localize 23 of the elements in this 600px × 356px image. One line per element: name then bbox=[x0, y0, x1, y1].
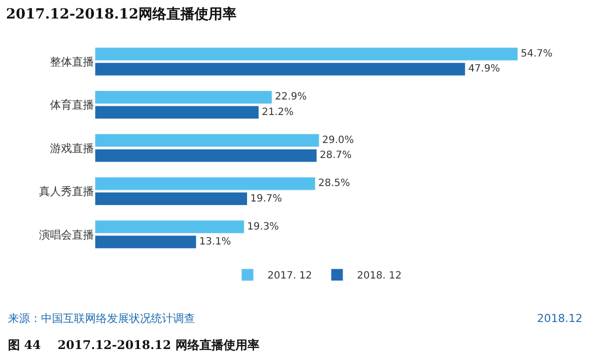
text: 2018.12 bbox=[537, 312, 582, 325]
data-label: 22.9% bbox=[274, 92, 307, 103]
data-label: 47.9% bbox=[468, 64, 500, 75]
y-tick-label: 游戏直播 bbox=[50, 142, 94, 155]
y-tick-label: 整体直播 bbox=[50, 55, 94, 68]
y-tick-label: 演唱会直播 bbox=[39, 228, 94, 242]
data-label: 54.7% bbox=[520, 48, 553, 60]
data-label: 28.5% bbox=[318, 178, 350, 190]
legend-label: 2018. 12 bbox=[357, 270, 402, 282]
y-tick-label: 真人秀直播 bbox=[39, 185, 94, 198]
data-label: 28.7% bbox=[320, 150, 352, 162]
chart-title: 2017.12-2018.12网络直播使用率 bbox=[6, 6, 236, 23]
legend-label: 2017. 12 bbox=[268, 270, 312, 282]
bar bbox=[95, 148, 318, 162]
data-label: 19.7% bbox=[250, 193, 282, 204]
data-label: 13.1% bbox=[199, 236, 232, 248]
bar bbox=[95, 134, 320, 148]
data-label: 21.2% bbox=[262, 106, 294, 118]
data-label: 19.3% bbox=[247, 221, 279, 232]
source-note: 来源：中国互联网络发展状况统计调查 bbox=[8, 312, 195, 325]
caption: 图 44 2017.12-2018.12 网络直播使用率 bbox=[8, 338, 260, 352]
y-tick-label: 体育直播 bbox=[50, 98, 94, 112]
data-label: 29.0% bbox=[322, 134, 354, 146]
